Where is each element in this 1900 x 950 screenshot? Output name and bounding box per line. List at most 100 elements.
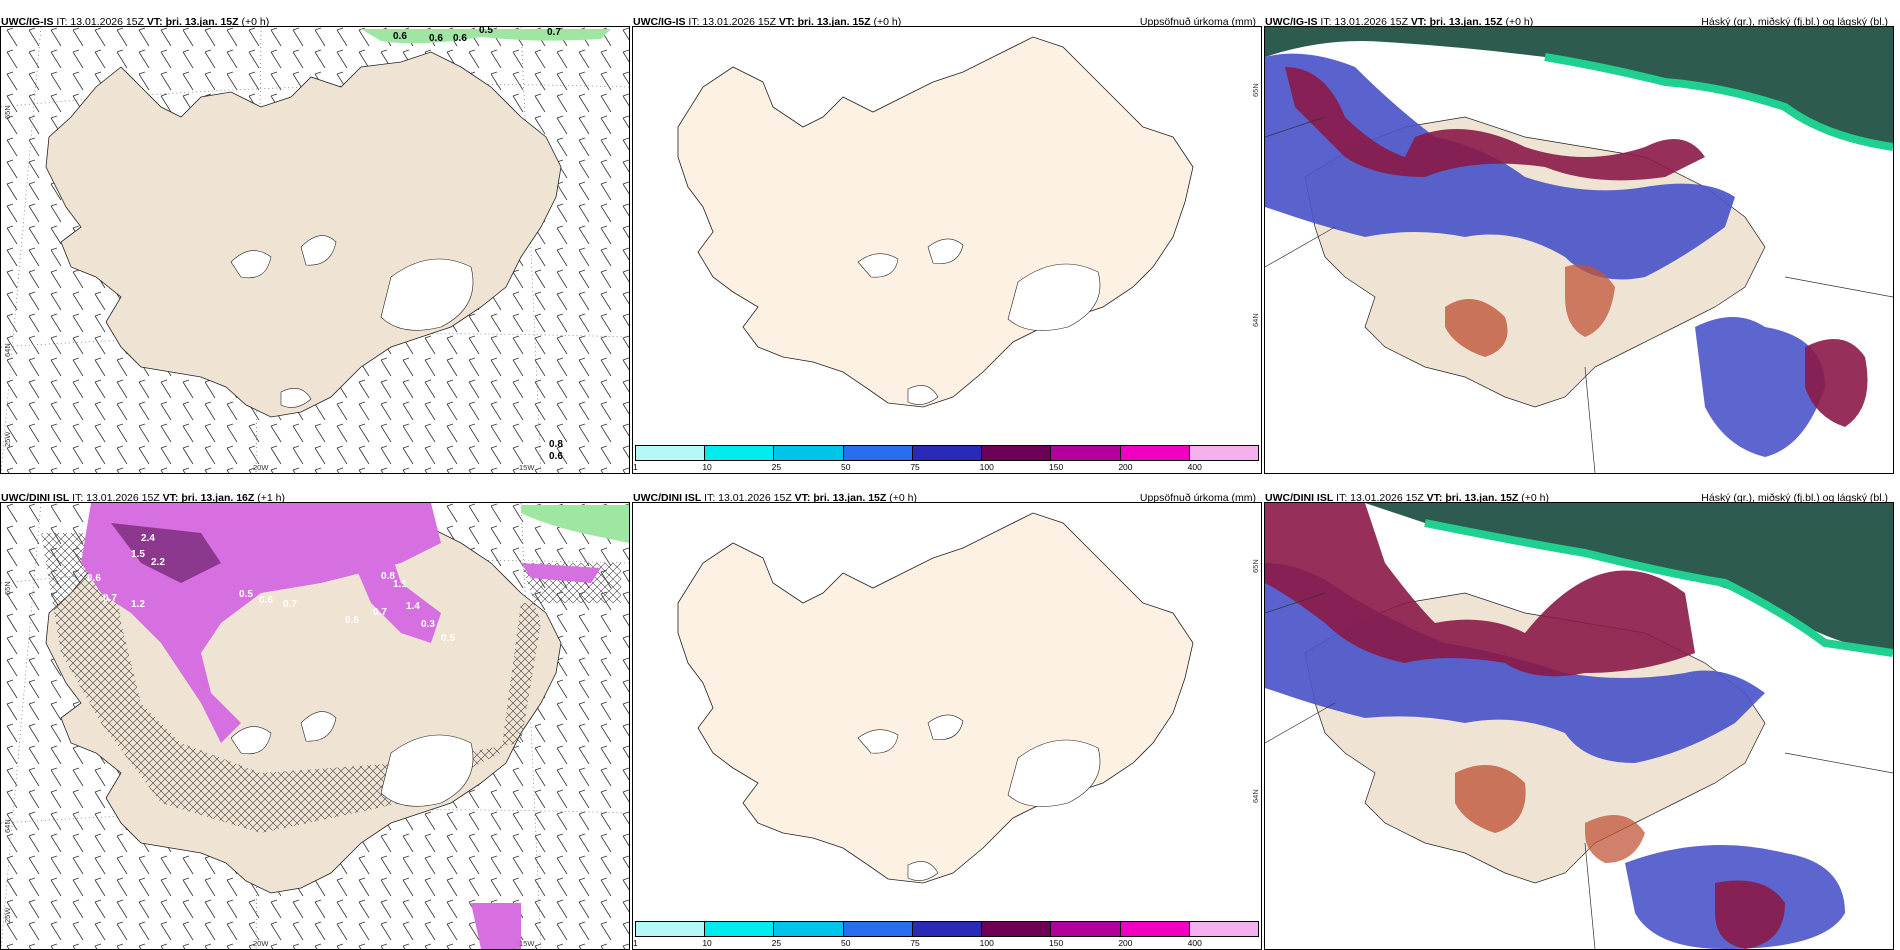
- contour-label: 1.5: [131, 549, 145, 560]
- init-time: IT: 13.01.2026 15Z: [688, 16, 776, 28]
- colorbar-tick-label: 150: [1049, 462, 1064, 472]
- high-cloud-edge: [1544, 53, 1893, 151]
- map-svg: [1, 503, 629, 949]
- model-source: UWC/DINI ISL: [1, 492, 70, 504]
- lat-label: 64N: [1251, 313, 1260, 327]
- contour-label: 0.6: [549, 451, 563, 462]
- colorbar-segment: [1189, 922, 1258, 936]
- lat-label: 65N: [3, 105, 12, 119]
- contour-label: 1.4: [406, 601, 420, 612]
- colorbar-tick-label: 1: [633, 938, 638, 948]
- panel-header: UWC/DINI ISL IT: 13.01.2026 15Z VT: þri.…: [1, 490, 624, 506]
- panel-header: UWC/IG-IS IT: 13.01.2026 15Z VT: þri. 13…: [1265, 14, 1888, 30]
- init-time: IT: 13.01.2026 15Z: [704, 492, 792, 504]
- colorbar-tick-label: 50: [841, 462, 851, 472]
- precip-area: [361, 29, 611, 44]
- contour-label: 0.6: [87, 573, 101, 584]
- init-time: IT: 13.01.2026 15Z: [56, 16, 144, 28]
- init-time: IT: 13.01.2026 15Z: [72, 492, 160, 504]
- lon-label: 15W: [519, 463, 535, 472]
- colorbar-segment: [1120, 922, 1190, 936]
- contour-label: 0.6: [453, 33, 467, 44]
- iceland-land: [677, 512, 1194, 884]
- lon-label: 20W: [253, 939, 269, 948]
- lon-label: 20W: [253, 463, 269, 472]
- valid-time: VT: þri. 13.jan. 15Z: [1410, 16, 1503, 28]
- init-time: IT: 13.01.2026 15Z: [1320, 16, 1408, 28]
- colorbar-tick-label: 400: [1187, 462, 1202, 472]
- panel-dini-precip: UWC/DINI ISL IT: 13.01.2026 15Z VT: þri.…: [632, 486, 1262, 950]
- glaciers: [857, 238, 1101, 405]
- field-title: Háský (gr.), miðský (fj.bl.) og lágský (…: [1701, 16, 1888, 28]
- colorbar-segment: [982, 446, 1052, 460]
- map-frame[interactable]: [1264, 502, 1894, 950]
- colorbar-segment: [843, 922, 913, 936]
- high-cloud-area: [1265, 27, 1893, 147]
- lat-label: 64N: [3, 343, 12, 357]
- init-time: IT: 13.01.2026 15Z: [1336, 492, 1424, 504]
- colorbar-tick-label: 10: [702, 462, 712, 472]
- lead-time: (+0 h): [1505, 16, 1534, 28]
- colorbar-segment: [982, 922, 1052, 936]
- map-svg: [1, 27, 629, 473]
- colorbar-tick-label: 200: [1118, 938, 1133, 948]
- valid-time: VT: þri. 13.jan. 15Z: [146, 16, 239, 28]
- colorbar-tick-label: 25: [771, 462, 782, 472]
- model-source: UWC/DINI ISL: [633, 492, 702, 504]
- map-frame[interactable]: 65N 64N 25W 20W 15W 0.6 0.6 0.6 0.5 0.7 …: [0, 26, 630, 474]
- colorbar-tick-label: 25: [771, 938, 782, 948]
- precip-colorbar: [635, 445, 1259, 461]
- model-source: UWC/DINI ISL: [1265, 492, 1334, 504]
- panel-header: UWC/IG-IS IT: 13.01.2026 15Z VT: þri. 13…: [1, 14, 624, 30]
- colorbar-tick-label: 1: [633, 462, 638, 472]
- map-frame[interactable]: 65N 64N 25W 20W 15W 2.4 1.5 2.2 0.6 0.7 1.2 0.…: [0, 502, 630, 950]
- mid-cloud-area: [1285, 67, 1705, 181]
- colorbar-tick-label: 50: [841, 938, 851, 948]
- map-frame[interactable]: 65N 64N 1 10 25 50 75 100 150 200 400: [632, 502, 1262, 950]
- panel-igis-wind: UWC/IG-IS IT: 13.01.2026 15Z VT: þri. 13…: [0, 10, 630, 474]
- iceland-land: [677, 36, 1194, 408]
- contour-label: 1.1: [393, 579, 407, 590]
- contour-label: 0.6: [393, 31, 407, 42]
- map-svg: [677, 512, 1194, 884]
- colorbar-ticks: 1 10 25 50 75 100 150 200 400: [633, 462, 1259, 473]
- contour-label: 2.2: [151, 557, 165, 568]
- graticule: [1, 27, 629, 473]
- low-cloud-area: [1265, 53, 1735, 280]
- high-cloud-area: [1365, 503, 1893, 653]
- colorbar-segment: [636, 922, 706, 936]
- panel-dini-clouds: UWC/DINI ISL IT: 13.01.2026 15Z VT: þri.…: [1264, 486, 1894, 950]
- map-frame[interactable]: 65N 64N 1 10 25 50 75 100 150 200 400: [632, 26, 1262, 474]
- high-cloud-edge: [1424, 519, 1893, 657]
- contour-label: 0.6: [345, 615, 359, 626]
- contour-label: 0.3: [421, 619, 435, 630]
- model-source: UWC/IG-IS: [633, 16, 686, 28]
- colorbar-tick-label: 100: [979, 462, 994, 472]
- contour-label: 0.7: [547, 27, 561, 38]
- colorbar-segment: [843, 446, 913, 460]
- valid-time: VT: þri. 13.jan. 16Z: [162, 492, 255, 504]
- panel-header: UWC/IG-IS IT: 13.01.2026 15Z VT: þri. 13…: [633, 14, 1256, 30]
- map-svg: [677, 36, 1194, 408]
- panel-igis-clouds: UWC/IG-IS IT: 13.01.2026 15Z VT: þri. 13…: [1264, 10, 1894, 474]
- contour-label: 0.7: [373, 607, 387, 618]
- colorbar-segment: [774, 922, 844, 936]
- colorbar-tick-label: 75: [910, 938, 920, 948]
- colorbar-segment: [1120, 446, 1190, 460]
- lat-label: 64N: [3, 819, 12, 833]
- lead-time: (+0 h): [889, 492, 917, 504]
- contour-label: 0.8: [549, 439, 563, 450]
- contour-label: 0.7: [103, 593, 117, 604]
- map-svg: [1265, 27, 1893, 473]
- colorbar-tick-label: 400: [1187, 938, 1202, 948]
- map-frame[interactable]: [1264, 26, 1894, 474]
- colorbar-segment: [705, 922, 775, 936]
- valid-time: VT: þri. 13.jan. 15Z: [794, 492, 887, 504]
- contour-label: 0.6: [259, 595, 273, 606]
- lead-time: (+0 h): [241, 16, 270, 28]
- lat-label: 65N: [1251, 559, 1260, 573]
- lat-label: 64N: [1251, 789, 1260, 803]
- colorbar-segment: [774, 446, 844, 460]
- panel-dini-wind: UWC/DINI ISL IT: 13.01.2026 15Z VT: þri.…: [0, 486, 630, 950]
- contour-label: 0.5: [479, 26, 493, 36]
